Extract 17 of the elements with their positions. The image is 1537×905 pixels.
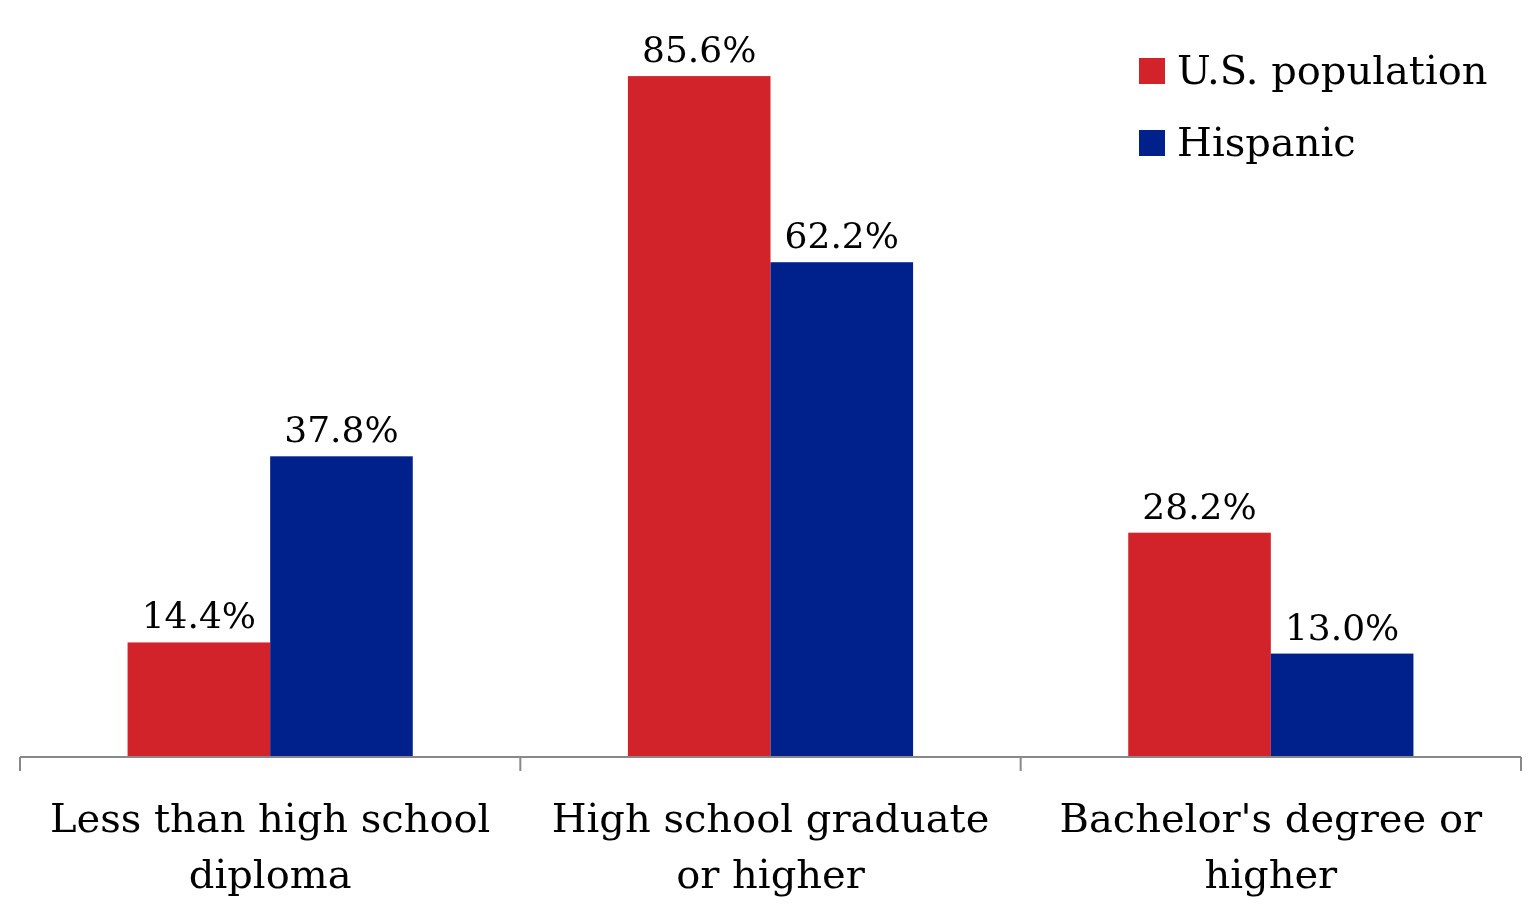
bar	[627, 76, 771, 757]
bar	[1270, 653, 1414, 757]
data-label: 37.8%	[284, 409, 399, 451]
x-tick-label: Less than high school diploma	[49, 795, 491, 897]
data-label: 14.4%	[141, 595, 257, 637]
bar	[1128, 532, 1271, 757]
data-label: 28.2%	[1142, 485, 1257, 527]
x-tick-label: High school graduate or higher	[551, 795, 990, 897]
bar	[770, 262, 914, 757]
legend-label: Hispanic	[1177, 119, 1356, 165]
bar	[270, 456, 413, 757]
x-tick-label: Bachelor's degree or higher	[1059, 795, 1483, 897]
legend-label: U.S. population	[1177, 47, 1488, 93]
data-label: 85.6%	[642, 29, 757, 71]
bar	[127, 642, 271, 757]
data-label: 62.2%	[784, 215, 899, 257]
data-label: 13.0%	[1284, 606, 1400, 648]
